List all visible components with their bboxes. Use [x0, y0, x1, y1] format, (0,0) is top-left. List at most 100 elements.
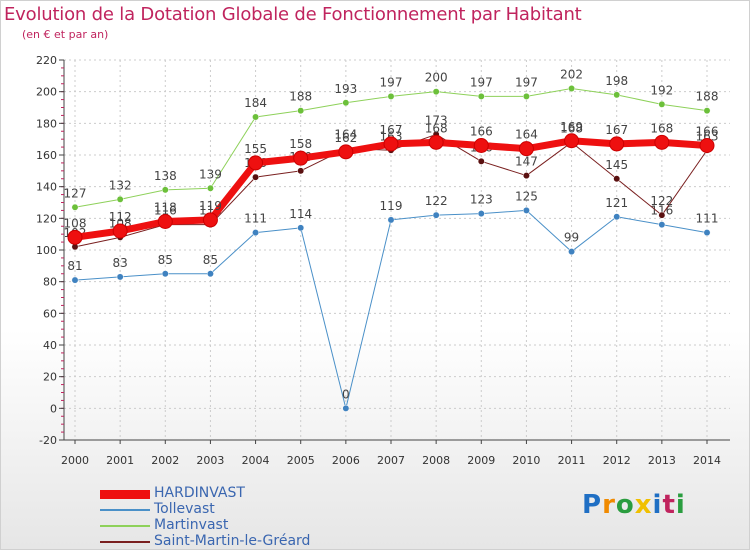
x-tick-label: 2002: [151, 454, 179, 467]
legend-swatch: [100, 489, 150, 499]
y-tick-label: 180: [36, 117, 57, 130]
y-tick-label: 200: [36, 86, 57, 99]
x-tick-label: 2000: [61, 454, 89, 467]
data-label: 162: [334, 131, 357, 145]
data-point: [613, 175, 621, 183]
logo-letter: t: [662, 490, 676, 520]
legend-label: Tollevast: [154, 501, 215, 517]
x-tick-label: 2006: [332, 454, 360, 467]
data-point: [387, 216, 395, 224]
data-point: [432, 88, 440, 96]
data-point: [658, 221, 666, 229]
data-label: 166: [696, 125, 719, 139]
x-tick-label: 2014: [693, 454, 721, 467]
data-point: [428, 134, 444, 150]
data-label: 155: [244, 142, 267, 156]
data-label: 108: [64, 216, 87, 230]
data-label: 145: [605, 158, 628, 172]
data-point: [297, 167, 305, 175]
data-label: 193: [334, 82, 357, 96]
data-point: [654, 134, 670, 150]
data-point: [157, 214, 173, 229]
data-point: [699, 138, 715, 153]
data-label: 83: [113, 256, 128, 270]
data-point: [383, 136, 399, 152]
data-point: [342, 99, 350, 107]
data-label: 132: [109, 178, 132, 192]
data-label: 166: [470, 125, 493, 139]
data-label: 164: [334, 128, 357, 142]
legend-item: Saint-Martin-le-Gréard: [100, 533, 360, 550]
y-tick-label: 220: [36, 54, 57, 67]
data-point: [116, 195, 124, 203]
data-label: 164: [515, 128, 538, 142]
data-point: [297, 224, 305, 232]
y-tick-label: 80: [43, 276, 57, 289]
x-tick-label: 2011: [558, 454, 586, 467]
x-tick-label: 2013: [648, 454, 676, 467]
data-point: [477, 157, 485, 165]
data-label: 198: [605, 74, 628, 88]
data-label: 122: [650, 194, 673, 208]
data-point: [71, 203, 79, 211]
data-point: [609, 136, 625, 152]
data-label: 163: [696, 129, 719, 143]
data-label: 138: [154, 169, 177, 183]
data-label: 188: [289, 90, 312, 104]
data-point: [477, 92, 485, 100]
legend-swatch: [100, 541, 150, 543]
data-point: [293, 150, 309, 166]
x-tick-label: 2005: [287, 454, 315, 467]
data-label: 197: [515, 75, 538, 89]
data-point: [432, 211, 440, 219]
data-label: 167: [605, 123, 628, 137]
logo-letter: r: [602, 490, 616, 520]
x-tick-label: 2009: [467, 454, 495, 467]
data-point: [658, 211, 666, 219]
data-point: [342, 404, 350, 412]
data-point: [473, 138, 489, 153]
legend-label: Martinvast: [154, 517, 229, 533]
data-point: [248, 155, 264, 171]
data-label: 168: [560, 121, 583, 135]
y-tick-label: 120: [36, 212, 57, 225]
y-tick-label: 100: [36, 244, 57, 257]
data-point: [658, 100, 666, 108]
data-label: 173: [425, 113, 448, 127]
y-tick-label: -20: [39, 434, 57, 447]
data-label: 123: [470, 193, 493, 207]
data-label: 111: [244, 212, 267, 226]
logo-letter: P: [582, 490, 603, 520]
data-point: [338, 144, 354, 160]
data-point: [568, 248, 576, 256]
logo-letter: x: [634, 490, 653, 520]
data-point: [202, 212, 218, 228]
legend-swatch: [100, 525, 150, 527]
data-label: 119: [380, 199, 403, 213]
data-label: 202: [560, 68, 583, 82]
y-tick-label: 20: [43, 371, 57, 384]
logo-letter: i: [675, 490, 686, 520]
data-point: [161, 270, 169, 278]
data-label: 121: [605, 196, 628, 210]
data-point: [703, 229, 711, 237]
x-tick-label: 2004: [242, 454, 270, 467]
x-tick-label: 2003: [196, 454, 224, 467]
data-point: [387, 92, 395, 100]
data-label: 192: [650, 83, 673, 97]
data-label: 118: [154, 201, 177, 215]
data-label: 139: [199, 167, 222, 181]
proxiti-logo: Proxiti: [582, 490, 686, 520]
data-point: [297, 107, 305, 115]
data-label: 184: [244, 96, 267, 110]
data-label: 188: [696, 90, 719, 104]
data-label: 127: [64, 186, 87, 200]
y-tick-label: 140: [36, 181, 57, 194]
data-point: [564, 133, 580, 149]
data-point: [522, 206, 530, 214]
data-point: [252, 113, 260, 121]
data-point: [613, 91, 621, 99]
legend-label: HARDINVAST: [154, 485, 245, 501]
data-label: 119: [199, 199, 222, 213]
